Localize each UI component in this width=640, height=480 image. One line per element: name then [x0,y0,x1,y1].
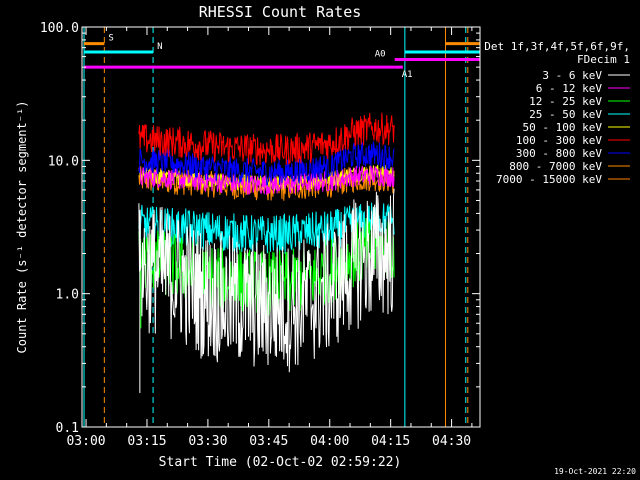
legend-header-line-1: Det 1f,3f,4f,5f,6f,9f, [484,40,630,53]
legend-label: 800 - 7000 keV [509,160,602,173]
series-line [138,188,395,373]
x-tick-label: 03:30 [188,434,227,449]
legend-label: 6 - 12 keV [536,82,603,95]
series-line [138,112,395,166]
series-line [138,140,395,186]
x-tick-label: 03:15 [127,434,166,449]
legend-label: 25 - 50 keV [529,108,602,121]
y-axis: 0.1 1.0 10.0 100.0 [40,21,480,436]
x-tick-label: 04:00 [310,434,349,449]
state-bar-label: A0 [375,50,386,60]
legend-label: 50 - 100 keV [523,121,603,134]
plot-frame [81,26,481,428]
legend-label: 3 - 6 keV [542,69,602,82]
y-tick-label: 1.0 [56,288,79,303]
plot-area: S N A0 A1 [83,27,480,427]
x-tick-label: 03:00 [66,434,105,449]
legend: Det 1f,3f,4f,5f,6f,9f, FDecim 1 3 - 6 ke… [484,40,630,186]
series-line [138,164,395,196]
legend-label: 12 - 25 keV [529,95,602,108]
legend-label: 7000 - 15000 keV [496,173,602,186]
y-tick-label: 0.1 [56,421,79,436]
render-timestamp: 19-Oct-2021 22:20 [554,467,636,476]
state-bar-label: S [108,34,113,44]
x-tick-label: 03:45 [249,434,288,449]
state-bar-label: A1 [402,70,413,80]
x-tick-label: 04:15 [371,434,410,449]
y-tick-label: 10.0 [48,154,79,169]
x-axis: 03:00 03:15 03:30 03:45 04:00 04:15 04:30 [66,27,473,449]
legend-label: 300 - 800 keV [516,147,602,160]
legend-label: 100 - 300 keV [516,134,602,147]
state-bar-label: N [157,42,162,52]
x-axis-label: Start Time (02-Oct-02 02:59:22) [159,455,402,470]
x-tick-label: 04:30 [432,434,471,449]
legend-header-line-2: FDecim 1 [577,53,630,66]
y-axis-label: Count Rate (s⁻¹ detector segment⁻¹) [15,101,29,354]
y-tick-label: 100.0 [40,21,79,36]
chart-title: RHESSI Count Rates [199,3,362,21]
